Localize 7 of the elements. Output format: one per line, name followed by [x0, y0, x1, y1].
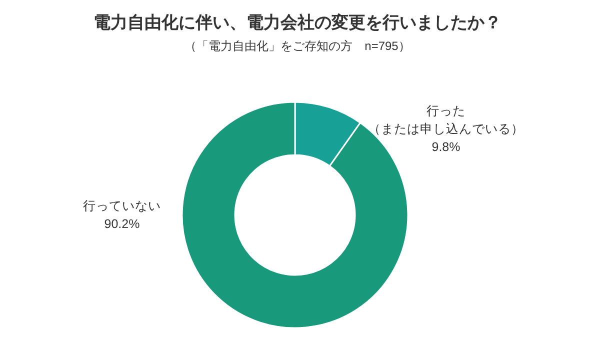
chart-subtitle: （「電力自由化」をご存知の方 n=795）: [184, 39, 410, 53]
data-label: 9.8%: [432, 140, 460, 154]
slice-label: 行った（または申し込んでいる）: [368, 104, 524, 136]
chart-title: 電力自由化に伴い、電力会社の変更を行いましたか？: [94, 13, 502, 32]
slice-label: 行っていない: [83, 199, 161, 213]
donut-slice: [181, 101, 409, 329]
data-label: 90.2%: [104, 217, 140, 231]
